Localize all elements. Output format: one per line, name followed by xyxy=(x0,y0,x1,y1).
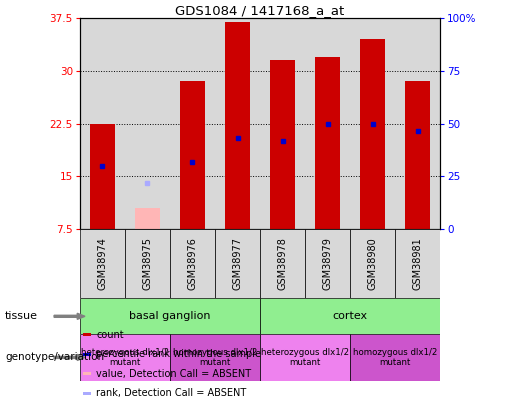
Bar xyxy=(215,229,260,298)
Text: GSM38975: GSM38975 xyxy=(143,237,152,290)
Bar xyxy=(215,18,260,229)
Bar xyxy=(305,18,350,229)
Text: GSM38974: GSM38974 xyxy=(97,237,107,290)
Text: GSM38977: GSM38977 xyxy=(233,237,243,290)
Bar xyxy=(260,18,305,229)
Bar xyxy=(83,392,91,394)
Text: heterozygous dlx1/2
mutant: heterozygous dlx1/2 mutant xyxy=(81,348,169,367)
Text: GSM38980: GSM38980 xyxy=(368,237,377,290)
Bar xyxy=(170,334,260,381)
Bar xyxy=(260,298,440,334)
Bar xyxy=(405,81,430,229)
Bar xyxy=(170,18,215,229)
Bar xyxy=(260,229,305,298)
Bar xyxy=(135,208,160,229)
Text: GSM38981: GSM38981 xyxy=(413,237,423,290)
Text: basal ganglion: basal ganglion xyxy=(129,311,211,321)
Title: GDS1084 / 1417168_a_at: GDS1084 / 1417168_a_at xyxy=(176,4,345,17)
Bar xyxy=(125,229,170,298)
Bar xyxy=(396,229,440,298)
Bar xyxy=(350,229,396,298)
Bar xyxy=(80,298,260,334)
Text: tissue: tissue xyxy=(5,311,38,321)
Text: GSM38976: GSM38976 xyxy=(187,237,197,290)
Text: count: count xyxy=(96,330,124,340)
Text: homozygous dlx1/2
mutant: homozygous dlx1/2 mutant xyxy=(353,348,437,367)
Bar xyxy=(396,18,440,229)
Text: GSM38979: GSM38979 xyxy=(323,237,333,290)
Bar xyxy=(83,353,91,356)
Bar xyxy=(80,334,170,381)
Bar xyxy=(360,39,385,229)
Bar xyxy=(80,229,125,298)
Bar xyxy=(180,81,205,229)
Bar xyxy=(270,60,295,229)
Text: rank, Detection Call = ABSENT: rank, Detection Call = ABSENT xyxy=(96,388,247,398)
Bar xyxy=(225,22,250,229)
Text: heterozygous dlx1/2
mutant: heterozygous dlx1/2 mutant xyxy=(261,348,349,367)
Bar xyxy=(90,124,115,229)
Text: cortex: cortex xyxy=(333,311,368,321)
Bar xyxy=(80,18,125,229)
Text: value, Detection Call = ABSENT: value, Detection Call = ABSENT xyxy=(96,369,251,379)
Bar xyxy=(315,57,340,229)
Bar xyxy=(170,229,215,298)
Bar xyxy=(350,18,396,229)
Text: homozygous dlx1/2
mutant: homozygous dlx1/2 mutant xyxy=(173,348,257,367)
Bar xyxy=(305,229,350,298)
Bar xyxy=(83,372,91,375)
Bar xyxy=(125,18,170,229)
Bar xyxy=(260,334,350,381)
Bar xyxy=(350,334,440,381)
Bar xyxy=(83,333,91,336)
Text: GSM38978: GSM38978 xyxy=(278,237,287,290)
Text: genotype/variation: genotype/variation xyxy=(5,352,104,362)
Text: percentile rank within the sample: percentile rank within the sample xyxy=(96,349,262,359)
